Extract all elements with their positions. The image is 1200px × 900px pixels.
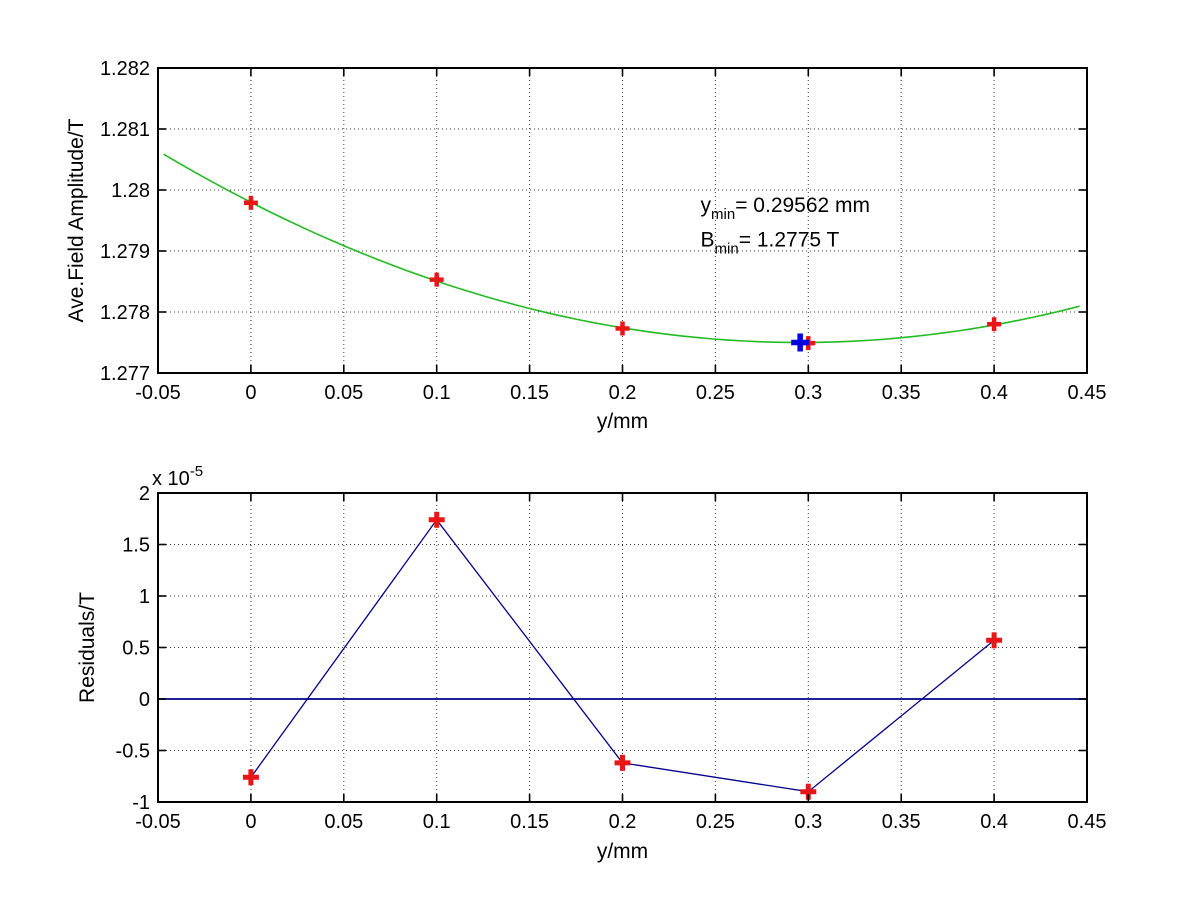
x-tick-label: 0.05 xyxy=(324,811,363,833)
grid xyxy=(158,68,1087,373)
annotation-y-min: ymin= 0.29562 mm xyxy=(701,194,871,223)
tick-marks xyxy=(157,67,1088,374)
y-axis-label: Ave.Field Amplitude/T xyxy=(65,118,88,322)
annotation-b-min: Bmin= 1.2775 T xyxy=(701,229,840,258)
y-tick-label: -1 xyxy=(132,792,150,814)
field-amplitude-plot: -0.05 0 0.05 0.1 0.15 0.2 0.25 0.3 0.35 0.4 0.45 1.… xyxy=(65,58,1106,433)
x-tick-label: -0.05 xyxy=(135,811,181,833)
x-tick-label: 0.4 xyxy=(980,382,1008,404)
x-tick-label: 0.1 xyxy=(423,382,451,404)
x-tick-label: 0.3 xyxy=(794,382,822,404)
residuals-plot: -0.05 0 0.05 0.1 0.15 0.2 0.25 0.3 0.35 0.4 0.45 -1… xyxy=(76,463,1106,863)
x-tick-label: 0.1 xyxy=(423,811,451,833)
residuals-marker xyxy=(614,754,631,771)
minimum-point-marker xyxy=(791,333,810,352)
y-tick-label: 1.28 xyxy=(111,180,150,202)
x-tick-label: 0.25 xyxy=(696,811,735,833)
y-tick-label: 0.5 xyxy=(122,638,150,660)
measured-data-marker xyxy=(615,321,630,336)
x-axis-label: y/mm xyxy=(597,840,648,863)
y-tick-label: 0 xyxy=(139,689,150,711)
y-tick-label: -0.5 xyxy=(116,741,150,763)
y-tick-label: 1.282 xyxy=(100,58,150,80)
x-tick-label: 0.25 xyxy=(696,382,735,404)
y-tick-label: 1.5 xyxy=(122,535,150,557)
tick-marks xyxy=(157,492,1088,803)
x-tick-label: 0.2 xyxy=(609,382,637,404)
x-tick-label: 0.15 xyxy=(510,811,549,833)
measured-data-marker xyxy=(987,317,1002,332)
x-tick-label: -0.05 xyxy=(135,382,181,404)
x-tick-label: 0.45 xyxy=(1068,382,1107,404)
residuals-marker xyxy=(428,511,445,528)
x-tick-label: 0 xyxy=(245,382,256,404)
x-axis-label: y/mm xyxy=(597,410,648,433)
measured-data-marker xyxy=(429,272,444,287)
x-tick-label: 0.35 xyxy=(882,382,921,404)
y-tick-label: 1.278 xyxy=(100,302,150,324)
residuals-marker xyxy=(986,632,1003,649)
x-tick-label: 0.3 xyxy=(794,811,822,833)
y-axis-label: Residuals/T xyxy=(76,592,99,703)
y-scale-multiplier-label: x 10-5 xyxy=(152,463,203,490)
y-tick-label: 2 xyxy=(139,483,150,505)
quadratic-fit xyxy=(163,153,1080,344)
y-tick-label: 1.279 xyxy=(100,241,150,263)
y-tick-label: 1.277 xyxy=(100,363,150,385)
x-tick-label: 0.35 xyxy=(882,811,921,833)
x-tick-label: 0.05 xyxy=(324,382,363,404)
x-tick-label: 0.4 xyxy=(980,811,1008,833)
residuals-marker xyxy=(242,769,259,786)
y-tick-label: 1.281 xyxy=(100,119,150,141)
measured-data-marker xyxy=(243,195,258,210)
x-tick-label: 0 xyxy=(245,811,256,833)
x-tick-label: 0.15 xyxy=(510,382,549,404)
y-tick-label: 1 xyxy=(139,586,150,608)
x-tick-label: 0.2 xyxy=(609,811,637,833)
x-tick-label: 0.45 xyxy=(1068,811,1107,833)
